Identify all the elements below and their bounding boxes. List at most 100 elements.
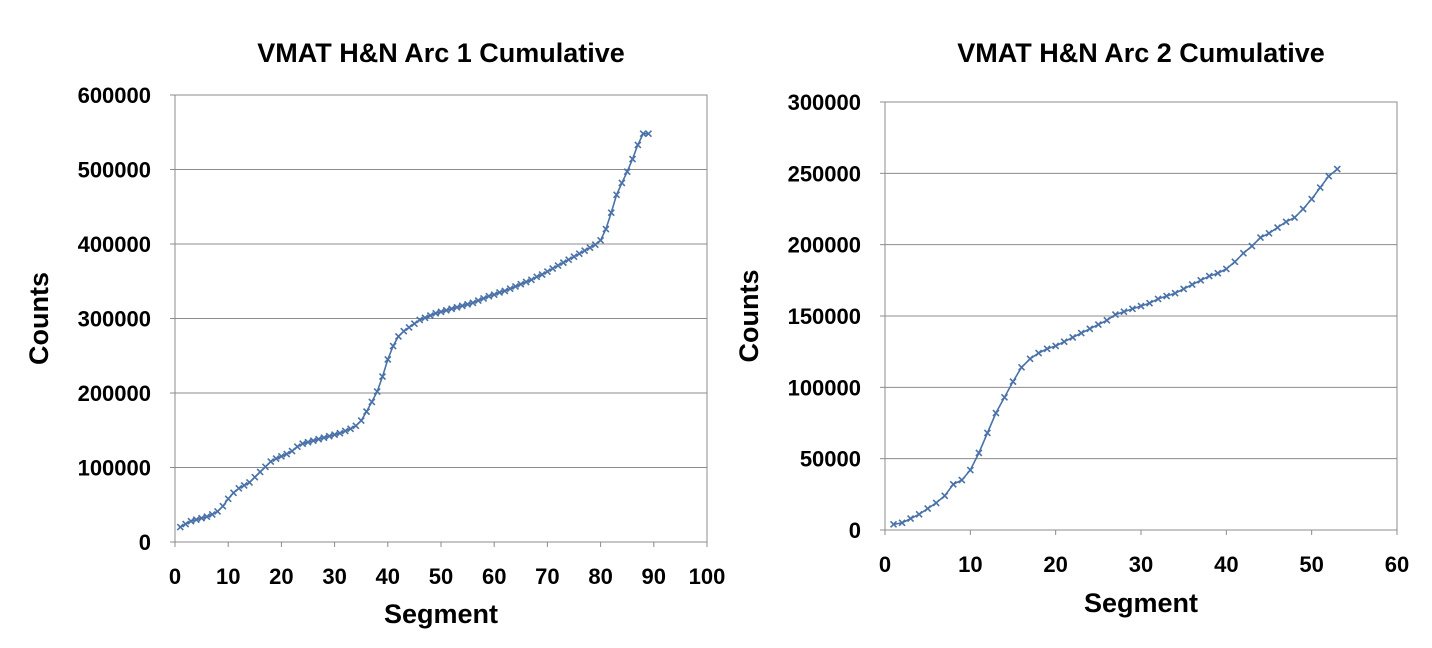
point-stroke-b: [639, 130, 647, 138]
data-point: [479, 294, 488, 302]
data-point: [272, 454, 280, 463]
point-stroke-b: [469, 299, 477, 307]
data-point: [495, 288, 504, 296]
y-tick-label: 600000: [78, 83, 151, 108]
y-tick-label: 250000: [788, 161, 861, 186]
point-stroke-b: [607, 209, 615, 217]
point-stroke-b: [932, 499, 940, 507]
data-point: [517, 280, 525, 288]
data-point: [1222, 265, 1230, 273]
data-point: [1308, 195, 1316, 203]
y-tick-label: 200000: [78, 381, 151, 406]
point-stroke-b: [299, 440, 307, 448]
data-point: [1137, 302, 1145, 310]
data-point: [1094, 320, 1102, 329]
point-stroke-b: [208, 510, 216, 519]
data-point: [256, 468, 264, 476]
data-point: [341, 427, 349, 435]
point-stroke-b: [331, 431, 339, 439]
data-point: [1256, 233, 1265, 242]
y-axis-label: Counts: [734, 270, 764, 363]
x-tick-label: 30: [322, 564, 346, 589]
point-stroke-b: [277, 452, 285, 460]
point-stroke-b: [958, 476, 966, 484]
point-stroke-b: [182, 520, 190, 528]
data-point: [559, 259, 567, 267]
data-point: [469, 299, 477, 307]
data-point: [1188, 281, 1196, 289]
data-point: [1273, 223, 1282, 232]
x-tick-label: 30: [1129, 552, 1153, 577]
y-tick-label: 100000: [78, 456, 151, 481]
point-stroke-b: [1137, 302, 1145, 310]
point-stroke-b: [1273, 223, 1282, 232]
data-point: [293, 443, 301, 451]
data-point: [1282, 218, 1290, 226]
data-point: [889, 520, 898, 528]
point-stroke-b: [240, 481, 248, 489]
point-stroke-b: [602, 225, 610, 233]
x-tick-label: 80: [588, 564, 612, 589]
point-stroke-b: [352, 422, 360, 430]
point-stroke-b: [224, 495, 232, 503]
x-tick-label: 40: [1214, 552, 1238, 577]
data-point: [992, 409, 1000, 417]
point-stroke-b: [368, 398, 376, 406]
point-stroke-b: [325, 432, 333, 440]
x-tick-label: 10: [958, 552, 982, 577]
point-stroke-b: [394, 332, 403, 340]
data-point: [506, 285, 514, 293]
point-stroke-b: [1052, 342, 1060, 350]
data-point: [1248, 242, 1256, 250]
point-stroke-b: [527, 276, 536, 284]
point-stroke-b: [384, 355, 392, 364]
point-stroke-b: [907, 515, 915, 523]
point-stroke-b: [336, 429, 344, 437]
x-tick-label: 20: [1043, 552, 1067, 577]
point-stroke-b: [1069, 333, 1077, 341]
point-stroke-b: [416, 316, 424, 324]
data-point: [453, 303, 461, 311]
x-tick-label: 100: [689, 564, 726, 589]
point-stroke-b: [442, 306, 450, 314]
point-stroke-b: [975, 449, 983, 457]
y-tick-label: 500000: [78, 158, 151, 183]
data-point: [1333, 165, 1341, 173]
point-stroke-b: [1308, 195, 1316, 203]
data-point: [623, 168, 631, 176]
point-stroke-b: [966, 466, 974, 474]
data-point: [373, 387, 381, 396]
point-stroke-b: [320, 434, 328, 442]
point-stroke-b: [501, 287, 509, 295]
point-stroke-b: [453, 303, 461, 311]
data-point: [198, 514, 206, 522]
data-point: [1000, 393, 1009, 401]
data-point: [283, 450, 291, 458]
data-point: [549, 265, 557, 273]
point-stroke-b: [533, 273, 541, 281]
data-point: [644, 130, 653, 138]
point-stroke-b: [1256, 233, 1265, 242]
data-point: [304, 438, 312, 446]
point-stroke-b: [485, 292, 493, 300]
x-axis-label: Segment: [1084, 588, 1198, 618]
data-point: [240, 481, 248, 489]
data-point: [1017, 363, 1026, 371]
y-tick-label: 400000: [78, 232, 151, 257]
point-stroke-b: [581, 247, 589, 255]
point-stroke-b: [1248, 242, 1256, 250]
point-stroke-b: [1188, 281, 1196, 289]
data-point: [448, 305, 456, 313]
point-stroke-b: [198, 514, 206, 522]
data-point: [432, 309, 440, 317]
point-stroke-b: [373, 387, 381, 396]
data-point: [1265, 229, 1273, 237]
data-point: [1035, 349, 1043, 357]
point-stroke-b: [1060, 338, 1068, 346]
point-stroke-b: [261, 463, 270, 471]
data-point: [219, 502, 227, 510]
data-point: [1231, 258, 1239, 266]
data-point: [1154, 295, 1162, 303]
point-stroke-b: [586, 244, 594, 252]
